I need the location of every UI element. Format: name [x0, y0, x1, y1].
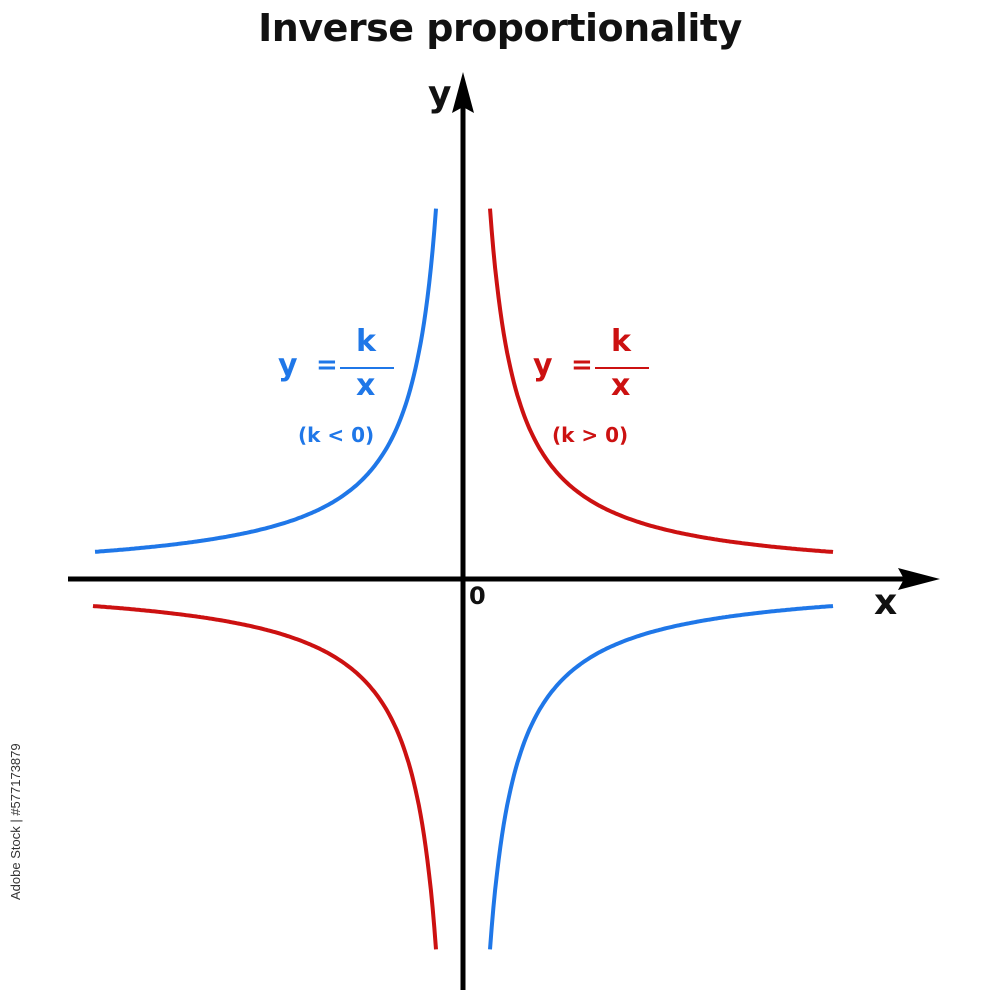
hyperbola-negative-k-quadrant-4	[488, 604, 834, 950]
fraction-bar	[595, 367, 649, 369]
fraction-bar	[340, 367, 394, 369]
diagram-title: Inverse proportionality	[258, 6, 742, 50]
formula-y: y	[278, 348, 298, 383]
stock-watermark: Adobe Stock | #577173879	[6, 700, 36, 900]
formula-y: y	[533, 348, 553, 383]
condition-negative-k: (k < 0)	[298, 423, 375, 447]
formula-denominator: x	[356, 368, 376, 403]
y-axis-arrow	[452, 72, 474, 113]
formula-equals: =	[571, 350, 593, 380]
formula-negative-k: y = k x	[278, 324, 408, 418]
formula-equals: =	[316, 350, 338, 380]
hyperbola-positive-k-quadrant-3	[92, 604, 438, 950]
x-axis-arrow	[898, 568, 940, 590]
formula-numerator: k	[356, 324, 376, 359]
hyperbola-negative-k-quadrant-2	[94, 208, 438, 554]
condition-positive-k: (k > 0)	[552, 423, 629, 447]
origin-label: 0	[469, 582, 486, 610]
x-axis-label: x	[874, 582, 898, 623]
hyperbola-positive-k-quadrant-1	[488, 208, 834, 554]
y-axis-label: y	[428, 74, 452, 115]
formula-denominator: x	[611, 368, 631, 403]
formula-numerator: k	[611, 324, 631, 359]
formula-positive-k: y = k x	[533, 324, 663, 418]
stock-id-text: Adobe Stock | #577173879	[8, 743, 23, 900]
